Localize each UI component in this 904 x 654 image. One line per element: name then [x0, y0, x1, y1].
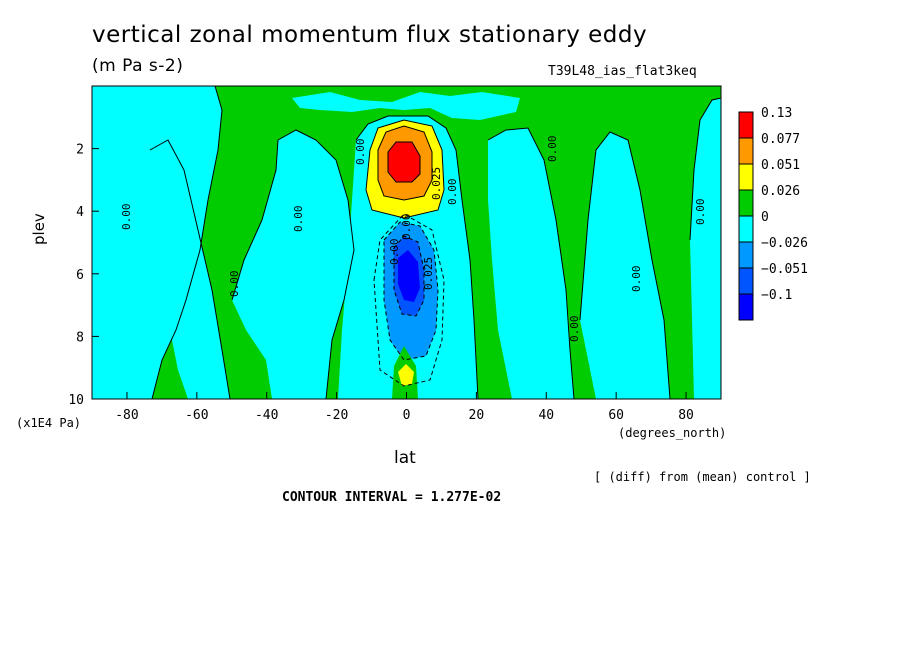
- colorbar-swatch: [738, 215, 754, 243]
- field-cyan-midsouth: [150, 140, 230, 399]
- run-name: T39L48_ias_flat3keq: [548, 64, 697, 79]
- contour-label: 0.00: [546, 136, 559, 163]
- colorbar-label: −0.026: [761, 236, 808, 251]
- colorbar-label: −0.051: [761, 262, 808, 277]
- x-tick-label: -60: [185, 408, 208, 423]
- field-yellow-surface: [398, 364, 414, 386]
- diff-note: [ (diff) from (mean) control ]: [594, 470, 811, 484]
- colorbar-swatch: [738, 267, 754, 295]
- x-tick-label: -20: [325, 408, 348, 423]
- x-tick-label: -80: [115, 408, 138, 423]
- contour-label: 0.00: [694, 199, 707, 226]
- colorbar-label: 0: [761, 210, 769, 225]
- contour-label: 0.00: [568, 316, 581, 343]
- field-cyan-band: [232, 130, 354, 399]
- contour-label: 0.025: [430, 167, 443, 200]
- colorbar-swatch: [738, 293, 754, 321]
- negative-contour-lines: [373, 213, 445, 387]
- field-cyan-top: [292, 92, 520, 120]
- contour-label: 0.00: [120, 204, 133, 231]
- x-tick-label: 20: [469, 408, 485, 423]
- y-tick-label: 8: [76, 330, 84, 345]
- y-tick-label: 10: [68, 393, 84, 408]
- x-axis-units: (degrees_north): [618, 426, 727, 440]
- x-tick-label: 40: [538, 408, 554, 423]
- colorbar-label: 0.051: [761, 158, 800, 173]
- y-tick-label: 4: [76, 205, 84, 220]
- contour-label: 0.025: [422, 257, 435, 290]
- field-red-upper: [388, 142, 420, 182]
- y-axis-label: plev: [30, 213, 48, 245]
- y-tick-label: 6: [76, 268, 84, 283]
- x-tick-label: 0: [403, 408, 411, 423]
- colorbar-group: 0.13 0.077 0.051 0.026 0 −0.026 −0.051 −0.1: [738, 106, 808, 321]
- x-tick-label: 80: [678, 408, 694, 423]
- contour-label: 0.00: [446, 179, 459, 206]
- colorbar-label: −0.1: [761, 288, 792, 303]
- plot-area: [92, 85, 722, 400]
- y-tick-label: 2: [76, 143, 84, 158]
- contour-label: 0.00: [228, 271, 241, 298]
- colorbar-label: 0.077: [761, 132, 800, 147]
- field-cyan-northpole: [690, 98, 721, 399]
- field-cyan-north: [488, 128, 574, 399]
- colorbar-swatch: [738, 137, 754, 165]
- field-cyan-south: [92, 86, 222, 399]
- chart-units: (m Pa s-2): [92, 56, 184, 76]
- colorbar-swatch: [738, 189, 754, 217]
- contour-label: 0.00: [354, 139, 367, 166]
- contour-label: 0.00: [388, 239, 401, 266]
- colorbar-swatch: [738, 241, 754, 269]
- contour-label: 0.00: [400, 214, 413, 241]
- x-tick-label: -40: [255, 408, 278, 423]
- colorbar-swatch: [738, 163, 754, 191]
- colorbar-label: 0.026: [761, 184, 800, 199]
- chart-title: vertical zonal momentum flux stationary …: [92, 22, 648, 48]
- field-cyan-northmid: [580, 132, 670, 399]
- contour-label: 0.00: [630, 266, 643, 293]
- y-axis-scale: (x1E4 Pa): [16, 416, 82, 430]
- x-tick-label: 60: [608, 408, 624, 423]
- contour-label: 0.00: [292, 206, 305, 233]
- x-axis-label: lat: [394, 448, 416, 468]
- field-blue-core: [398, 250, 420, 302]
- colorbar-label: 0.13: [761, 106, 792, 121]
- colorbar-swatch: [738, 111, 754, 139]
- contour-labels: 0.00 0.00 0.00 0.00 0.00 0.00 0.00 0.00 …: [120, 136, 707, 343]
- contour-lines: [149, 85, 722, 400]
- contour-interval: CONTOUR INTERVAL = 1.277E-02: [282, 490, 502, 505]
- axes: -80 -60 -40 -20 0 20 40 60 80 2 4 6 8 10: [68, 143, 694, 423]
